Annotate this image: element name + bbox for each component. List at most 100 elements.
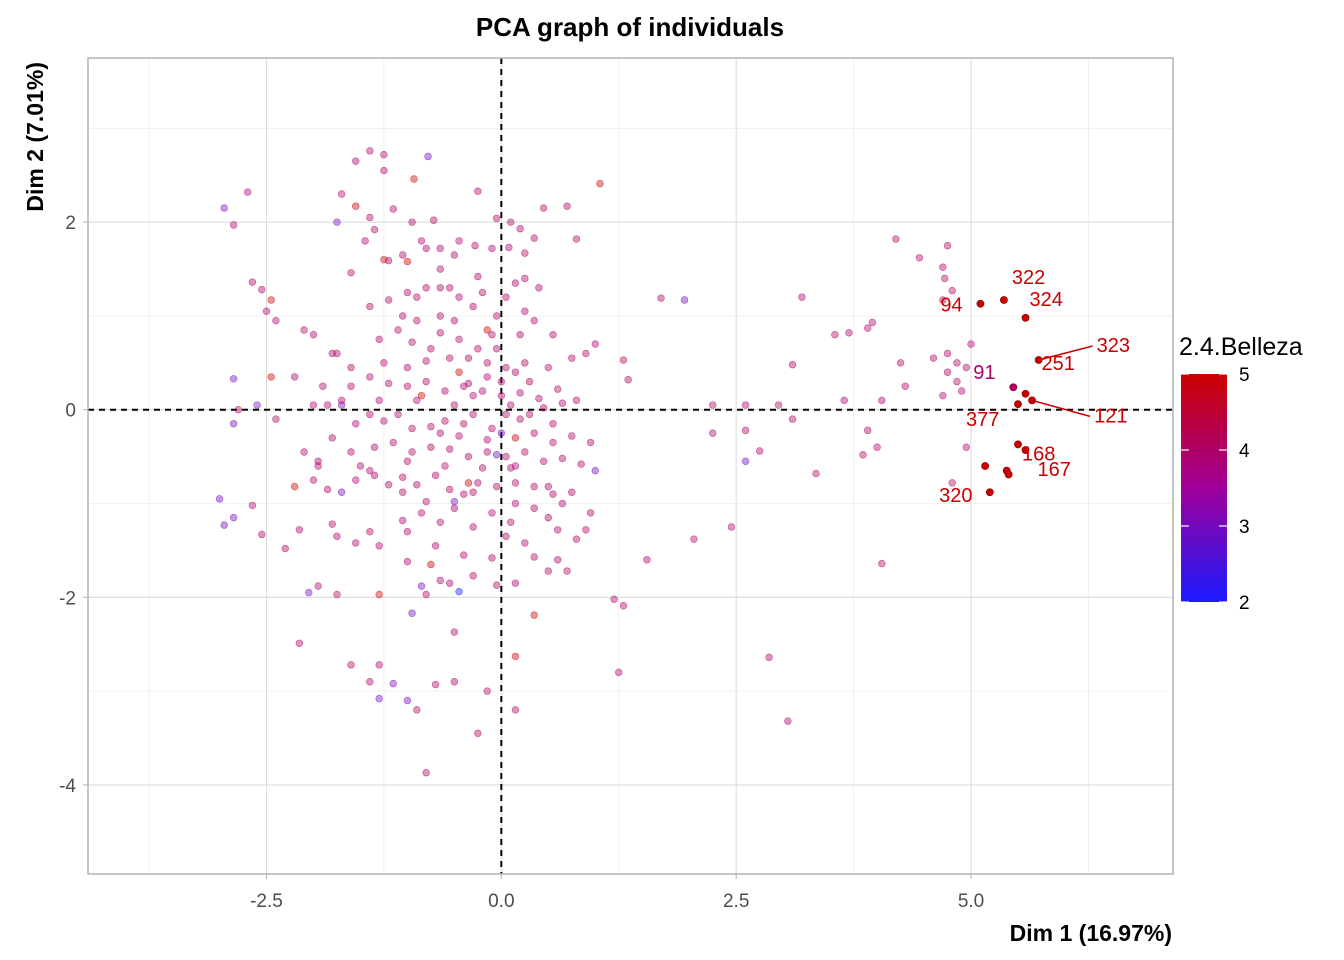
x-axis-title: Dim 1 (16.97%) (1010, 920, 1172, 946)
data-point (220, 521, 228, 529)
data-point (398, 251, 407, 259)
data-point (417, 509, 426, 517)
data-point (413, 316, 421, 325)
data-point (309, 476, 318, 484)
data-point (366, 410, 374, 419)
data-point (450, 504, 459, 512)
colorbar-tick-label: 2 (1239, 593, 1250, 614)
data-point (450, 678, 459, 686)
data-point (436, 265, 444, 273)
data-point (488, 509, 496, 517)
data-point (530, 482, 538, 491)
data-point (549, 438, 557, 447)
data-point (539, 457, 548, 466)
plot-frame (87, 57, 1174, 875)
data-point (323, 485, 332, 494)
data-point (530, 234, 538, 242)
data-point (422, 244, 430, 253)
data-point (394, 326, 402, 334)
labeled-data-point (1021, 313, 1030, 322)
data-point (511, 706, 520, 714)
data-point (727, 523, 736, 531)
data-point (347, 269, 355, 277)
data-point (544, 567, 553, 575)
data-point (511, 499, 520, 508)
data-point (511, 462, 520, 470)
data-point (544, 363, 553, 372)
data-point (272, 415, 280, 423)
data-point (962, 443, 971, 451)
data-point (290, 482, 299, 491)
data-point (492, 482, 501, 491)
data-point (352, 202, 360, 210)
colorbar-title: 2.4.Belleza (1179, 333, 1303, 361)
data-point (591, 466, 599, 475)
data-point (417, 237, 426, 245)
data-point (492, 312, 501, 320)
data-point (445, 445, 454, 453)
data-point (436, 312, 444, 320)
label-leader-line (1031, 399, 1091, 418)
data-point (553, 556, 562, 564)
data-point (398, 312, 407, 320)
data-point (572, 535, 581, 543)
data-point (741, 401, 750, 409)
data-point (427, 560, 435, 569)
data-point (868, 318, 877, 327)
data-point (380, 359, 388, 367)
data-point (901, 382, 909, 390)
data-point (450, 628, 459, 636)
data-point (511, 279, 520, 287)
data-point (380, 255, 388, 264)
data-point (507, 218, 515, 226)
data-point (784, 717, 792, 725)
data-point (788, 415, 797, 423)
data-point (530, 504, 538, 512)
data-point (469, 302, 477, 311)
data-point (549, 330, 557, 339)
labeled-data-point (1000, 296, 1008, 304)
data-point (337, 488, 346, 496)
data-point (878, 559, 886, 568)
data-point (445, 579, 454, 587)
data-point (370, 225, 379, 234)
data-point (375, 335, 383, 344)
data-point (525, 377, 534, 386)
data-point (347, 363, 355, 372)
data-point (380, 150, 388, 159)
data-point (483, 359, 491, 367)
data-point (521, 274, 529, 283)
data-point (577, 460, 585, 468)
data-point (474, 729, 482, 738)
data-point (455, 587, 463, 596)
data-point (563, 202, 571, 210)
data-point (915, 254, 924, 262)
data-point (483, 326, 491, 334)
data-point (422, 357, 430, 365)
data-point (403, 382, 412, 390)
data-point (441, 417, 449, 425)
data-point (624, 376, 632, 384)
data-point (568, 432, 576, 440)
data-point (943, 349, 952, 358)
data-point (502, 293, 510, 301)
data-point (483, 448, 491, 456)
data-point (845, 329, 853, 337)
data-point (229, 221, 238, 229)
data-point (967, 340, 975, 348)
data-point (544, 482, 553, 491)
data-point (553, 385, 562, 393)
data-point (309, 401, 318, 409)
data-point (488, 330, 496, 339)
data-point (314, 582, 322, 590)
data-point (610, 595, 618, 603)
point-label: 323 (1097, 335, 1130, 357)
labeled-data-point (1004, 470, 1013, 479)
data-point (333, 218, 341, 226)
data-point (441, 462, 449, 470)
data-point (859, 451, 867, 459)
data-point (511, 368, 520, 376)
data-point (469, 572, 477, 580)
y-axis-ticks: -4 -2 0 2 (59, 213, 88, 797)
data-point (352, 476, 360, 484)
